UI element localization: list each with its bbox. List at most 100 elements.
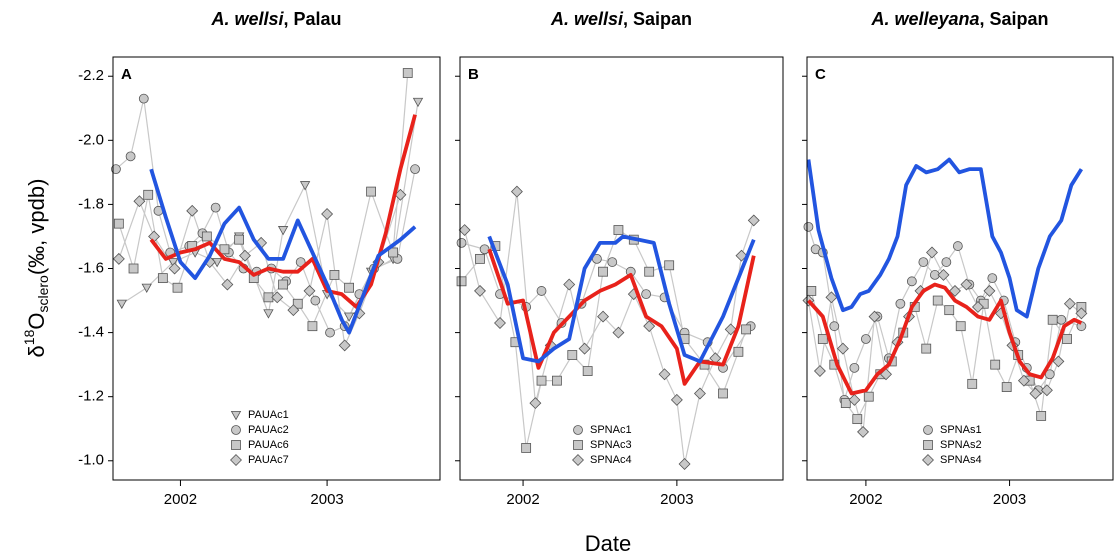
marker (168, 262, 181, 275)
marker (607, 257, 618, 267)
marker (1063, 297, 1076, 310)
y-tick-label: -1.0 (78, 452, 104, 469)
marker (612, 326, 625, 339)
marker (219, 244, 230, 255)
smooth-line (806, 157, 1084, 319)
legend-label: SPNAc1 (590, 424, 632, 436)
x-axis-label: Date (585, 531, 631, 556)
smooth-line (487, 234, 756, 364)
marker (388, 247, 398, 258)
marker (861, 334, 871, 344)
marker (987, 273, 998, 284)
marker (111, 164, 121, 175)
marker (1040, 384, 1053, 397)
marker (172, 282, 183, 293)
title-species: A. welleyana (870, 9, 979, 29)
marker (1001, 382, 1012, 392)
y-axis-label: δ18Osclero(‰, vpdb) (21, 179, 51, 358)
marker (906, 276, 917, 287)
x-tick-label: 2002 (506, 491, 539, 508)
marker (329, 270, 340, 280)
marker (724, 323, 737, 336)
marker (458, 224, 471, 237)
marker (521, 443, 532, 453)
marker (1056, 314, 1067, 325)
marker (983, 284, 996, 297)
marker (923, 440, 933, 450)
marker (1052, 355, 1065, 368)
marker (582, 366, 593, 376)
marker (366, 186, 376, 197)
marker (410, 164, 420, 175)
panel-label: A (121, 66, 132, 83)
series-line (461, 229, 747, 449)
panel-title: A. welleyana, Saipan (870, 9, 1048, 29)
y-tick-label: -1.4 (78, 324, 104, 341)
marker (670, 393, 683, 406)
marker (113, 218, 124, 229)
x-tick-label: 2002 (164, 491, 197, 508)
marker (644, 266, 655, 277)
marker (598, 266, 608, 277)
marker (944, 305, 955, 316)
marker (271, 291, 284, 304)
marker (803, 221, 814, 232)
marker (536, 286, 547, 296)
marker (848, 393, 861, 406)
title-site: , Saipan (623, 9, 692, 29)
marker (573, 425, 583, 435)
marker (1075, 307, 1088, 320)
marker (678, 458, 691, 470)
plot-frame (459, 56, 784, 481)
marker (133, 195, 146, 208)
title-site: , Palau (284, 9, 342, 29)
y-tick-label: -2.0 (78, 131, 104, 148)
marker (299, 181, 311, 191)
x-tick-label: 2003 (310, 491, 343, 508)
marker (1047, 314, 1058, 325)
marker (836, 342, 849, 355)
marker (990, 359, 1001, 370)
marker (231, 425, 241, 435)
marker (699, 359, 710, 370)
legend-label: PAUAc7 (248, 454, 289, 466)
marker (510, 185, 523, 198)
legend-label: SPNAc4 (590, 454, 632, 466)
marker (868, 310, 881, 323)
title-species: A. wellsi (550, 9, 624, 29)
panel-title: A. wellsi, Palau (210, 9, 341, 29)
marker (231, 440, 241, 450)
marker (402, 68, 413, 78)
marker (955, 321, 966, 332)
legend-label: SPNAs4 (940, 454, 982, 466)
y-tick-label: -1.6 (78, 259, 104, 276)
smooth-line (149, 114, 417, 309)
marker (641, 289, 652, 300)
marker (263, 309, 274, 319)
legend-label: PAUAc1 (248, 409, 289, 421)
marker (344, 282, 354, 293)
marker (1062, 334, 1072, 344)
marker (287, 304, 300, 317)
title-site: , Saipan (980, 9, 1049, 29)
marker (563, 278, 576, 291)
panel-label: B (468, 66, 479, 83)
marker (138, 93, 149, 104)
marker (186, 204, 199, 217)
marker (806, 286, 817, 296)
marker (857, 425, 869, 438)
marker (1017, 374, 1030, 387)
marker (116, 299, 127, 310)
marker (338, 339, 351, 352)
marker (567, 350, 578, 360)
smooth-line (487, 248, 756, 386)
series-line (461, 242, 752, 369)
marker (167, 258, 179, 268)
marker (148, 230, 161, 243)
marker (949, 284, 961, 297)
marker (840, 398, 851, 408)
marker (307, 321, 318, 332)
marker (239, 249, 251, 262)
panel-label: C (815, 66, 826, 83)
marker (277, 226, 289, 236)
